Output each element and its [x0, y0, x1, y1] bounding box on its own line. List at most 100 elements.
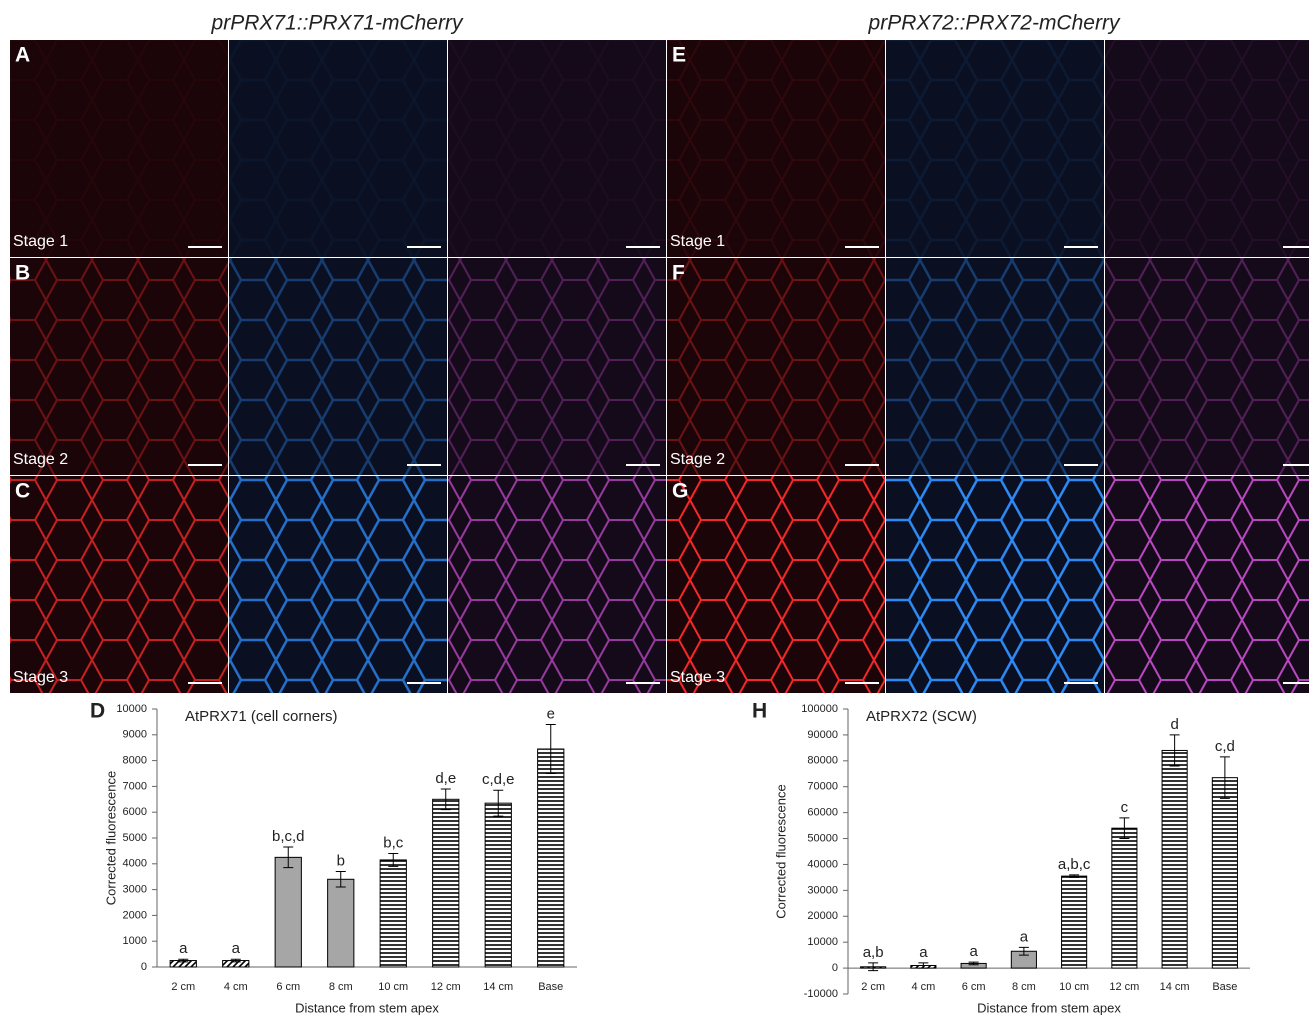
cell-walls	[667, 258, 885, 475]
y-tick-label: 0	[141, 961, 147, 973]
y-tick-label: -10000	[804, 988, 838, 1000]
error-bar	[1069, 874, 1080, 878]
y-tick-label: 2000	[123, 909, 147, 921]
cell-walls	[886, 476, 1104, 693]
cell-walls	[1105, 258, 1309, 475]
cell-walls	[1105, 40, 1309, 257]
panel-label: G	[672, 480, 688, 503]
bar	[1061, 875, 1088, 969]
y-tick-label: 90000	[807, 729, 838, 741]
cell-walls	[667, 476, 885, 693]
stage-label: Stage 3	[13, 669, 68, 686]
error-bar	[388, 852, 399, 867]
panel-label: D	[90, 700, 105, 723]
x-axis-label: Distance from stem apex	[295, 1000, 439, 1015]
y-tick-label: 100000	[801, 703, 838, 715]
cell-walls	[229, 258, 447, 475]
y-tick-label: 7000	[123, 780, 147, 792]
error-bar	[918, 962, 929, 969]
x-tick-label: 6 cm	[962, 981, 986, 993]
error-bar	[440, 788, 451, 811]
error-bar	[545, 723, 556, 774]
cell-walls	[448, 40, 666, 257]
error-bar	[493, 789, 504, 817]
y-tick-label: 40000	[807, 858, 838, 870]
value-label: a	[969, 943, 978, 960]
value-label: a,b	[863, 944, 884, 961]
y-tick-label: 4000	[123, 858, 147, 870]
x-tick-label: 14 cm	[483, 981, 513, 993]
bar	[537, 748, 565, 968]
error-bar	[1169, 734, 1180, 767]
y-tick-label: 10000	[116, 703, 147, 715]
y-tick-label: 5000	[123, 832, 147, 844]
y-axis-label: Corrected fluorescence	[103, 771, 118, 905]
value-label: a	[232, 940, 241, 957]
y-tick-label: 10000	[807, 936, 838, 948]
y-tick-label: 70000	[807, 781, 838, 793]
x-tick-label: 8 cm	[1012, 981, 1036, 993]
y-tick-label: 60000	[807, 807, 838, 819]
y-tick-label: 3000	[123, 884, 147, 896]
bar	[327, 878, 355, 968]
x-tick-label: 2 cm	[861, 981, 885, 993]
x-tick-label: 2 cm	[171, 981, 195, 993]
x-tick-label: 12 cm	[1109, 981, 1139, 993]
value-label: c	[1121, 799, 1129, 816]
panel-label: H	[752, 700, 767, 723]
value-label: a,b,c	[1058, 856, 1091, 873]
cell-walls	[667, 40, 885, 257]
x-tick-label: 6 cm	[276, 981, 300, 993]
chart-title: AtPRX72 (SCW)	[866, 708, 977, 725]
stage-label: Stage 1	[13, 233, 68, 250]
value-label: b	[337, 853, 345, 870]
y-tick-label: 6000	[123, 806, 147, 818]
value-label: d,e	[435, 770, 456, 787]
y-tick-label: 1000	[123, 935, 147, 947]
chart-title: AtPRX71 (cell corners)	[185, 708, 338, 725]
bar	[1211, 777, 1238, 969]
cell-walls	[886, 40, 1104, 257]
panel-label: A	[15, 44, 30, 67]
error-bar	[868, 962, 879, 972]
cell-walls	[886, 258, 1104, 475]
error-bar	[230, 958, 241, 963]
stage-label: Stage 1	[670, 233, 725, 250]
stage-label: Stage 2	[670, 451, 725, 468]
bar	[432, 798, 460, 968]
bar	[379, 859, 407, 968]
cell-walls	[448, 476, 666, 693]
error-bar	[1119, 817, 1130, 840]
error-bar	[283, 846, 294, 869]
cell-walls	[229, 476, 447, 693]
x-tick-label: 8 cm	[329, 981, 353, 993]
x-axis-label: Distance from stem apex	[977, 1000, 1121, 1015]
cell-walls	[448, 258, 666, 475]
value-label: a	[1020, 928, 1029, 945]
cell-walls	[10, 40, 228, 257]
value-label: e	[547, 705, 555, 722]
error-bar	[178, 958, 189, 963]
bar	[1161, 749, 1188, 969]
x-tick-label: Base	[1212, 981, 1237, 993]
error-bar	[1219, 756, 1230, 799]
value-label: b,c,d	[272, 828, 305, 845]
panel-label: E	[672, 44, 686, 67]
panel-label: B	[15, 262, 30, 285]
bar	[1111, 827, 1138, 969]
bar	[274, 856, 302, 968]
y-tick-label: 20000	[807, 910, 838, 922]
cell-walls	[229, 40, 447, 257]
panel-label: F	[672, 262, 685, 285]
cell-walls	[1105, 476, 1309, 693]
value-label: a	[179, 940, 188, 957]
x-tick-label: 4 cm	[224, 981, 248, 993]
y-tick-label: 9000	[123, 729, 147, 741]
bar	[484, 802, 512, 968]
panel-label: C	[15, 480, 30, 503]
y-tick-label: 8000	[123, 755, 147, 767]
figure-title: prPRX71::PRX71-mCherry	[211, 12, 464, 35]
error-bar	[1018, 946, 1029, 956]
error-bar	[335, 871, 346, 888]
